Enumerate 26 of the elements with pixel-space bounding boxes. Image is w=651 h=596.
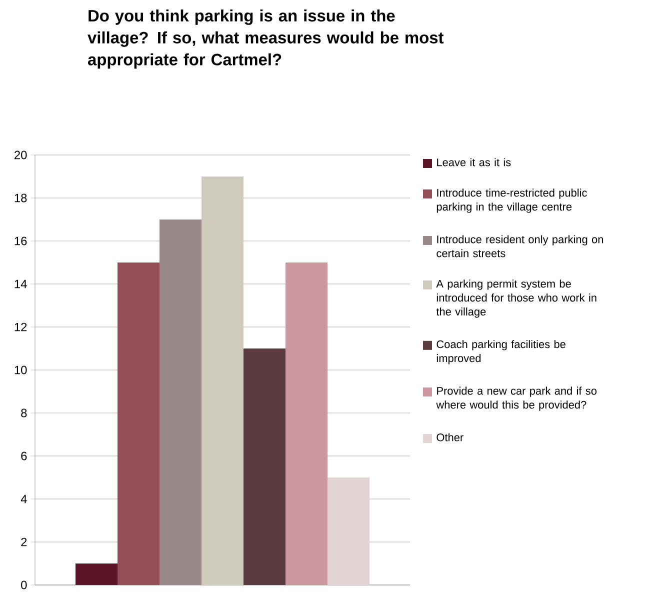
legend-label: Introduce time-restricted public parking in the village centre	[436, 188, 587, 213]
legend-label: Leave it as it is	[437, 158, 511, 166]
legend-label: Provide a new car park and if so where would this be provided?	[436, 386, 597, 411]
bar	[160, 219, 202, 585]
y-tick-label: 12	[14, 322, 27, 332]
y-tick-label: 6	[21, 452, 27, 460]
y-tick-label: 16	[14, 236, 27, 246]
bar	[328, 477, 370, 585]
y-tick-label: 10	[14, 366, 27, 374]
bar	[286, 262, 328, 585]
y-tick-label: 18	[14, 194, 27, 202]
legend-label: Other	[436, 433, 464, 442]
bar	[244, 348, 286, 585]
y-tick-label: 14	[14, 280, 27, 288]
y-tick-label: 8	[21, 408, 27, 418]
y-tick-label: 0	[21, 580, 27, 590]
y-tick-label: 2	[21, 538, 27, 546]
legend-label: Introduce resident only parking on certain streets	[436, 235, 603, 258]
y-tick-label: 4	[20, 494, 27, 504]
y-tick-label: 20	[14, 150, 27, 160]
legend-label: A parking permit system be introduced for those who work in the village	[436, 280, 596, 318]
legend-label: Coach parking facilities be improved	[436, 340, 566, 364]
bar	[76, 563, 118, 585]
chart-title: Do you think parking is an issue in the village? If so, what measures would be most appropriate for Cartmel?	[88, 10, 444, 69]
bar	[118, 262, 160, 585]
bar	[202, 176, 244, 585]
